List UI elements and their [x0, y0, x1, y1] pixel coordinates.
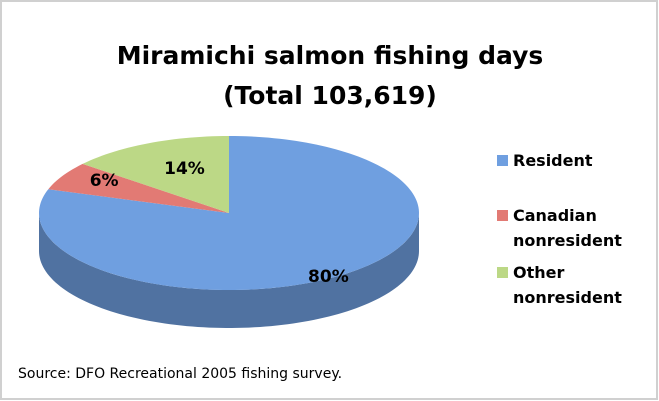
legend-item: Other nonresident — [497, 260, 648, 310]
legend-item: Resident — [497, 148, 648, 173]
source-note: Source: DFO Recreational 2005 fishing su… — [18, 366, 342, 382]
data-label: 14% — [164, 159, 205, 179]
legend-label: Other nonresident — [513, 263, 622, 307]
legend-swatch — [497, 267, 508, 278]
legend-item: Canadian nonresident — [497, 203, 648, 253]
legend-label: Resident — [513, 151, 593, 170]
slice-side — [39, 213, 419, 328]
data-label: 80% — [308, 267, 349, 287]
legend-label: Canadian nonresident — [513, 206, 622, 250]
chart-title: Miramichi salmon fishing days — [117, 41, 544, 70]
legend-swatch — [497, 210, 508, 221]
slice — [48, 163, 230, 213]
legend-swatch — [497, 155, 508, 166]
chart-subtitle: (Total 103,619) — [223, 81, 437, 110]
data-label: 6% — [90, 171, 119, 191]
slice — [82, 136, 230, 213]
slice — [39, 136, 419, 290]
